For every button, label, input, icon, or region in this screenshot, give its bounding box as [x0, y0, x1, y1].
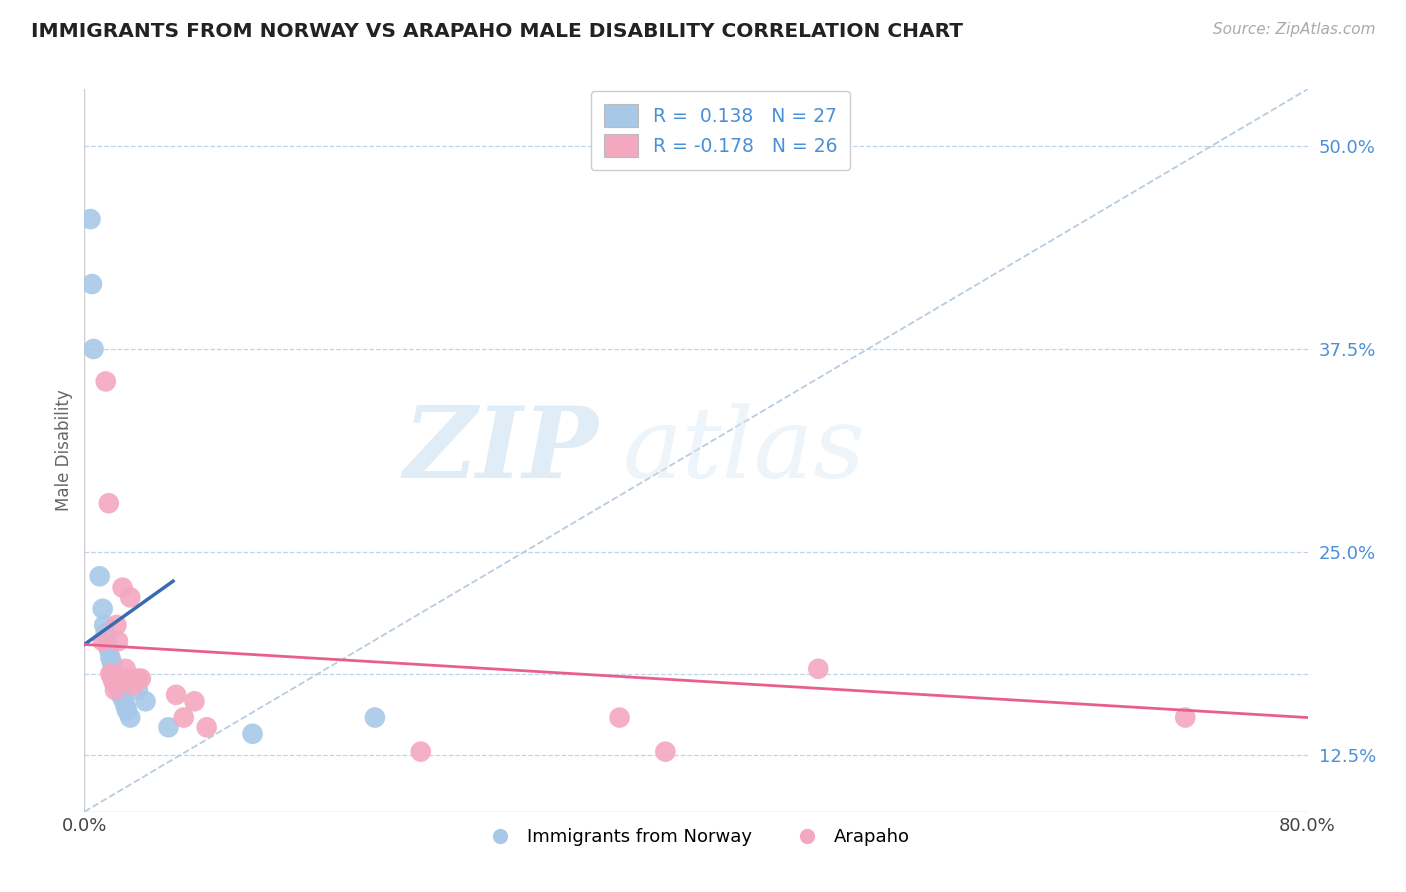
Point: [114, 699, 136, 714]
Point: [242, 727, 264, 741]
Point: [83, 342, 105, 356]
Point: [135, 694, 157, 708]
Point: [112, 694, 135, 708]
Point: [114, 662, 136, 676]
Point: [115, 672, 138, 686]
Point: [101, 670, 124, 684]
Point: [111, 581, 134, 595]
Point: [103, 662, 125, 676]
Point: [98, 666, 121, 681]
Point: [195, 720, 218, 734]
Point: [129, 672, 152, 686]
Point: [108, 682, 131, 697]
Point: [103, 674, 125, 689]
Point: [364, 710, 387, 724]
Point: [409, 745, 432, 759]
Point: [127, 672, 149, 686]
Point: [173, 710, 195, 724]
Point: [108, 674, 131, 689]
Point: [165, 688, 187, 702]
Legend: Immigrants from Norway, Arapaho: Immigrants from Norway, Arapaho: [475, 821, 917, 854]
Text: IMMIGRANTS FROM NORWAY VS ARAPAHO MALE DISABILITY CORRELATION CHART: IMMIGRANTS FROM NORWAY VS ARAPAHO MALE D…: [31, 22, 963, 41]
Point: [93, 618, 115, 632]
Text: Source: ZipAtlas.com: Source: ZipAtlas.com: [1212, 22, 1375, 37]
Point: [107, 634, 129, 648]
Point: [807, 662, 830, 676]
Y-axis label: Male Disability: Male Disability: [55, 390, 73, 511]
Point: [79, 212, 101, 227]
Point: [105, 674, 128, 689]
Point: [183, 694, 205, 708]
Point: [104, 682, 127, 697]
Point: [94, 375, 117, 389]
Point: [609, 710, 631, 724]
Point: [115, 704, 138, 718]
Point: [654, 745, 676, 759]
Text: ZIP: ZIP: [404, 402, 598, 499]
Point: [97, 642, 120, 657]
Point: [1174, 710, 1197, 724]
Point: [91, 634, 114, 648]
Point: [157, 720, 180, 734]
Point: [101, 656, 124, 670]
Point: [110, 688, 132, 702]
Point: [107, 678, 129, 692]
Point: [98, 650, 121, 665]
Point: [89, 569, 111, 583]
Point: [122, 678, 145, 692]
Point: [96, 634, 118, 648]
Point: [80, 277, 103, 291]
Point: [120, 710, 142, 724]
Point: [97, 496, 120, 510]
Point: [127, 682, 149, 697]
Text: atlas: atlas: [623, 403, 865, 498]
Point: [94, 626, 117, 640]
Point: [104, 666, 127, 681]
Point: [91, 601, 114, 615]
Point: [105, 618, 128, 632]
Point: [120, 591, 142, 605]
Point: [111, 691, 134, 706]
